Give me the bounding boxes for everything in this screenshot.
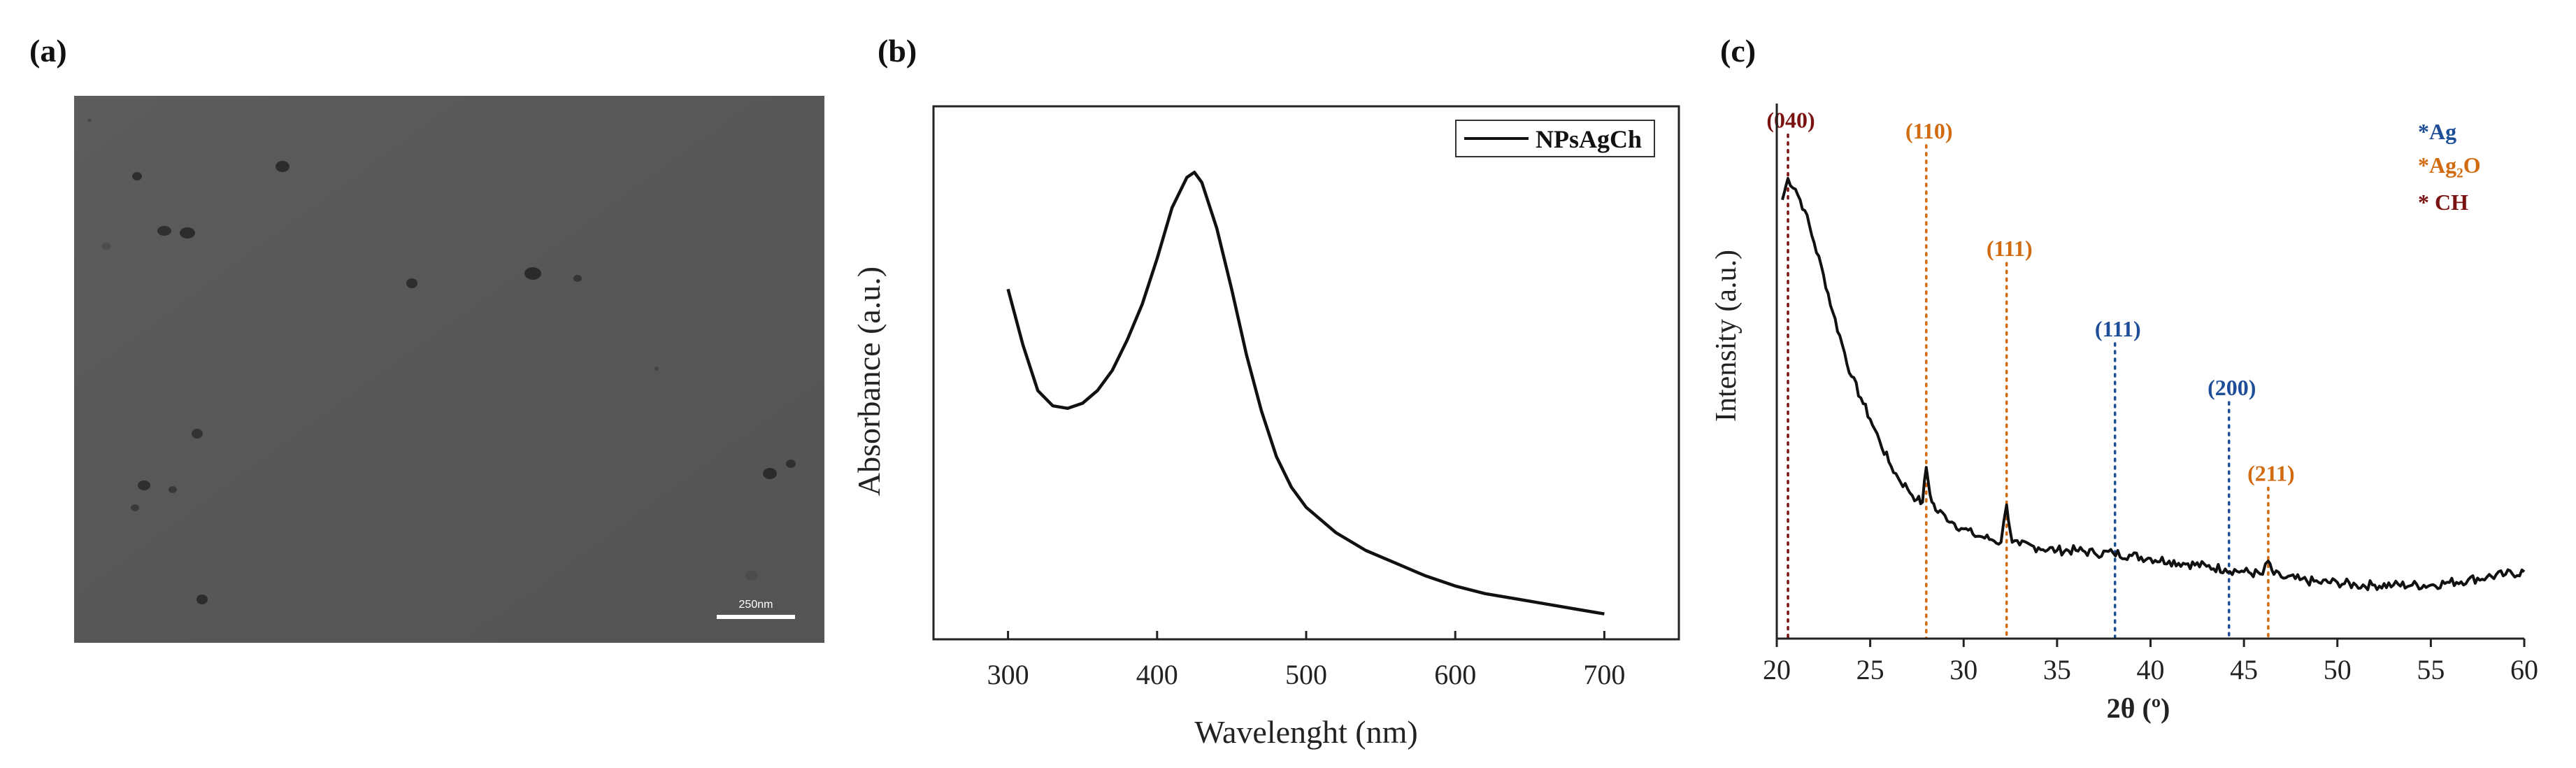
micrograph: 250nm (74, 96, 824, 643)
panel-label-a: (a) (29, 33, 67, 69)
chart-c-x-axis-label: 2θ (º) (2107, 692, 2170, 724)
chart-c-y-axis-label: Intensity (a.u.) (1710, 250, 1743, 422)
panel-label-b: (b) (878, 33, 917, 69)
chart-c-legend: *Ag *Ag₂O * CH (2418, 119, 2481, 215)
micrograph-background (74, 96, 824, 643)
chart-c-x-tick-label: 35 (2043, 654, 2071, 685)
chart-b-x-tick-label: 700 (1583, 659, 1625, 690)
chart-c-x-tick-label: 25 (1856, 654, 1884, 685)
chart-c-peak-label: (111) (1987, 236, 2033, 261)
chart-c-peak-label: (040) (1766, 108, 1815, 133)
chart-b-x-axis-label: Wavelenght (nm) (1194, 714, 1417, 750)
chart-b-x-tick-label: 400 (1136, 659, 1178, 690)
chart-c-series-line (1781, 177, 2526, 592)
chart-c-x-ticks: 20 25 30 35 40 45 50 55 60 (1763, 639, 2538, 685)
chart-c-x-tick-label: 30 (1949, 654, 1977, 685)
chart-c: (040) (110) (111) (111) (200) (211) 20 25 30 35 4… (1710, 104, 2538, 724)
chart-b-x-tick-label: 300 (987, 659, 1029, 690)
nanoparticle-dots (87, 118, 796, 604)
chart-c-reference-lines: (040) (110) (111) (111) (200) (211) (1766, 108, 2295, 640)
chart-c-peak-label: (110) (1905, 118, 1953, 143)
chart-c-legend-ag2o: *Ag₂O (2418, 152, 2481, 178)
chart-c-x-tick-label: 45 (2230, 654, 2258, 685)
chart-b-series-line (1006, 171, 1605, 616)
scale-bar (717, 615, 795, 619)
chart-c-peak-label: (211) (2247, 461, 2295, 486)
chart-b-plot-frame (932, 105, 1680, 641)
scale-bar-label: 250nm (739, 599, 773, 611)
chart-b-x-ticks: 300 400 500 600 700 (987, 631, 1625, 690)
chart-b-x-tick-label: 500 (1285, 659, 1327, 690)
chart-c-peak-label: (200) (2208, 375, 2256, 400)
chart-c-x-tick-label: 20 (1763, 654, 1791, 685)
chart-c-x-tick-label: 40 (2137, 654, 2165, 685)
chart-c-x-tick-label: 50 (2324, 654, 2352, 685)
chart-b-y-axis-label: Absorbance (a.u.) (851, 266, 887, 496)
chart-c-x-tick-label: 60 (2510, 654, 2538, 685)
chart-b: 300 400 500 600 700 NPsAgCh Wavelenght (nm) … (851, 105, 1680, 750)
chart-c-legend-ch: * CH (2418, 190, 2468, 215)
chart-b-legend-label: NPsAgCh (1536, 125, 1642, 153)
chart-b-x-tick-label: 600 (1434, 659, 1476, 690)
panel-label-c: (c) (1720, 33, 1756, 69)
chart-c-peak-label: (111) (2095, 316, 2141, 341)
chart-c-x-tick-label: 55 (2417, 654, 2445, 685)
chart-b-gridless-frame (932, 105, 1680, 641)
chart-c-legend-ag: *Ag (2418, 119, 2456, 144)
chart-b-legend: NPsAgCh (1455, 120, 1655, 157)
